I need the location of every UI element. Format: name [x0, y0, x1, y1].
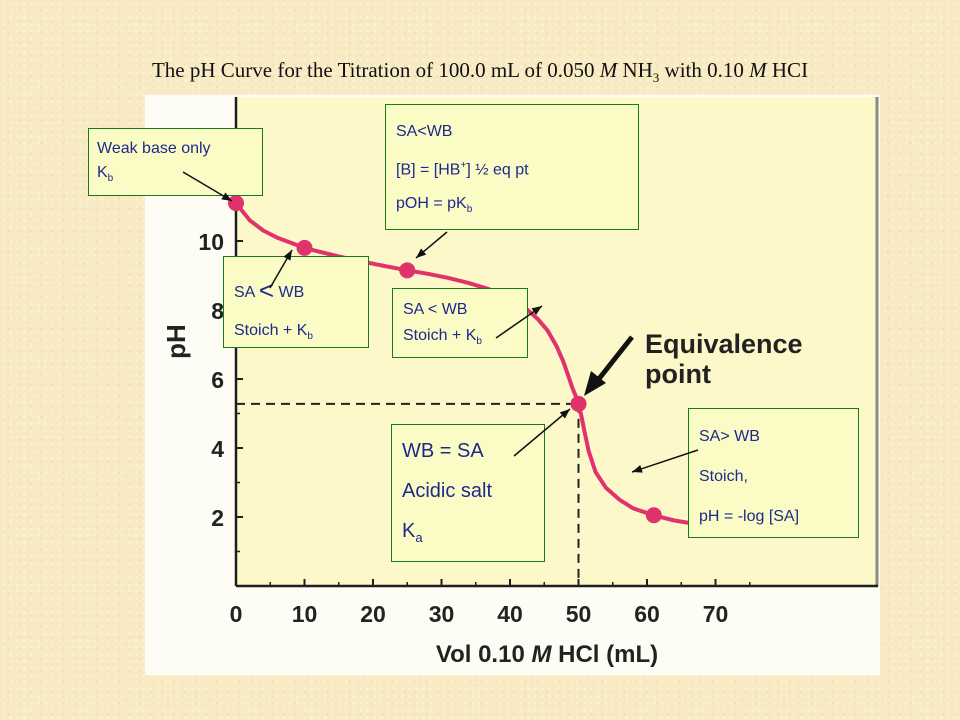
note-sa3-line1: SA> WB	[699, 428, 760, 445]
note-wb-line1: WB = SA	[402, 440, 484, 462]
equivalence-arrow-shaft	[596, 335, 634, 382]
note-sa2-line2: Stoich + Kb	[403, 327, 482, 348]
curve-point-2	[399, 262, 416, 279]
slide-title: The pH Curve for the Titration of 100.0 …	[0, 58, 960, 86]
note-weak-line1: Weak base only	[97, 140, 211, 157]
curve-point-0	[228, 195, 244, 212]
note-sa-less-wb-late: SA < WB Stoich + Kb	[392, 288, 528, 358]
equivalence-label-line1: Equivalence	[645, 329, 803, 359]
x-tick-label: 60	[634, 601, 660, 627]
title-text-1: The pH Curve for the Titration of 100.0 …	[151, 58, 600, 82]
note-sa-greater-wb: SA> WB Stoich, pH = -log [SA]	[688, 408, 859, 538]
note-sa3-line2: Stoich,	[699, 468, 748, 485]
note-weak-line2: Kb	[97, 164, 114, 185]
y-tick-label: 6	[211, 367, 224, 393]
x-tick-label: 40	[497, 601, 523, 627]
x-tick-label: 50	[566, 601, 592, 627]
y-tick-label: 10	[198, 229, 224, 255]
titration-curve	[234, 201, 786, 537]
note-wb-line3: Ka	[402, 520, 423, 545]
y-tick-label: 2	[211, 505, 224, 531]
equivalence-arrow-head	[584, 371, 606, 396]
note-half-line1: SA<WB	[396, 123, 453, 140]
note-half-line2: [B] = [HB+] ½ eq pt	[396, 160, 529, 179]
title-molar-2: M	[749, 58, 767, 82]
note-sa1-line2: Stoich + Kb	[234, 322, 313, 343]
x-tick-label: 10	[292, 601, 318, 627]
y-tick-label: 4	[211, 436, 224, 462]
note-wb-equals-sa: WB = SA Acidic salt Ka	[391, 424, 545, 562]
equivalence-label-line2: point	[645, 359, 711, 389]
x-tick-label: 30	[429, 601, 455, 627]
title-subscript: 3	[652, 70, 660, 86]
note-wb-line2: Acidic salt	[402, 480, 493, 502]
title-text-2: NH	[617, 58, 653, 82]
title-molar-1: M	[599, 58, 618, 82]
curve-point-1	[296, 239, 313, 256]
note-sa1-line1: SA < WB	[234, 275, 305, 305]
title-text-4: HCI	[766, 58, 809, 82]
y-axis-title: pH	[161, 324, 191, 359]
note-sa2-line1: SA < WB	[403, 301, 468, 318]
curve-point-3	[570, 395, 587, 412]
note-weak-base-only: Weak base only Kb	[88, 128, 263, 196]
note-sa3-line3: pH = -log [SA]	[699, 508, 800, 525]
note-sa-less-wb-early: SA < WB Stoich + Kb	[223, 256, 369, 348]
x-tick-label: 0	[230, 601, 243, 627]
x-tick-label: 20	[360, 601, 386, 627]
title-text-3: with 0.10	[659, 58, 750, 82]
note-half-line3: pOH = pKb	[396, 195, 473, 216]
note-half-equivalence: SA<WB [B] = [HB+] ½ eq pt pOH = pKb	[385, 104, 639, 230]
curve-point-4	[645, 507, 662, 524]
y-tick-label: 8	[211, 298, 224, 324]
x-axis-title: Vol 0.10 M HCl (mL)	[436, 641, 658, 668]
x-tick-label: 70	[703, 601, 729, 627]
